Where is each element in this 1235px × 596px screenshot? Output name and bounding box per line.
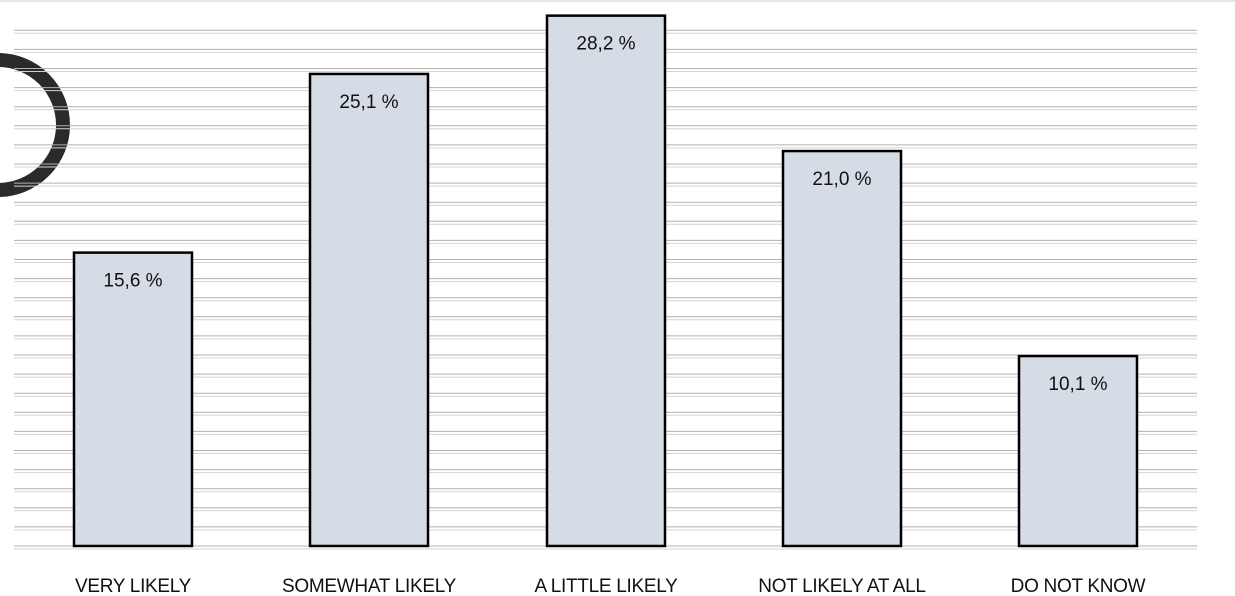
category-label: DO NOT KNOW xyxy=(1011,576,1146,596)
bar xyxy=(308,72,430,548)
bar xyxy=(72,251,194,548)
category-label: VERY LIKELY xyxy=(75,576,192,596)
bar-value-label: 15,6 % xyxy=(103,271,162,292)
category-labels: VERY LIKELY SOMEWHAT LIKELY A LITTLE LIKEL… xyxy=(75,576,1146,596)
category-label: A LITTLE LIKELY xyxy=(534,576,678,596)
bar-value-label: 21,0 % xyxy=(812,169,871,190)
category-label: SOMEWHAT LIKELY xyxy=(282,576,457,596)
bar xyxy=(1017,354,1139,548)
bar-value-label: 25,1 % xyxy=(339,92,398,113)
value-labels: 15,6 % 25,1 % 28,2 % 21,0 % 10,1 % xyxy=(103,34,1107,395)
bar-value-label: 10,1 % xyxy=(1048,374,1107,395)
decorative-ring xyxy=(0,53,70,197)
bar xyxy=(545,14,667,548)
category-label: NOT LIKELY AT ALL xyxy=(758,576,925,596)
bar xyxy=(781,149,903,548)
bars xyxy=(72,14,1139,548)
bar-value-label: 28,2 % xyxy=(576,34,635,55)
